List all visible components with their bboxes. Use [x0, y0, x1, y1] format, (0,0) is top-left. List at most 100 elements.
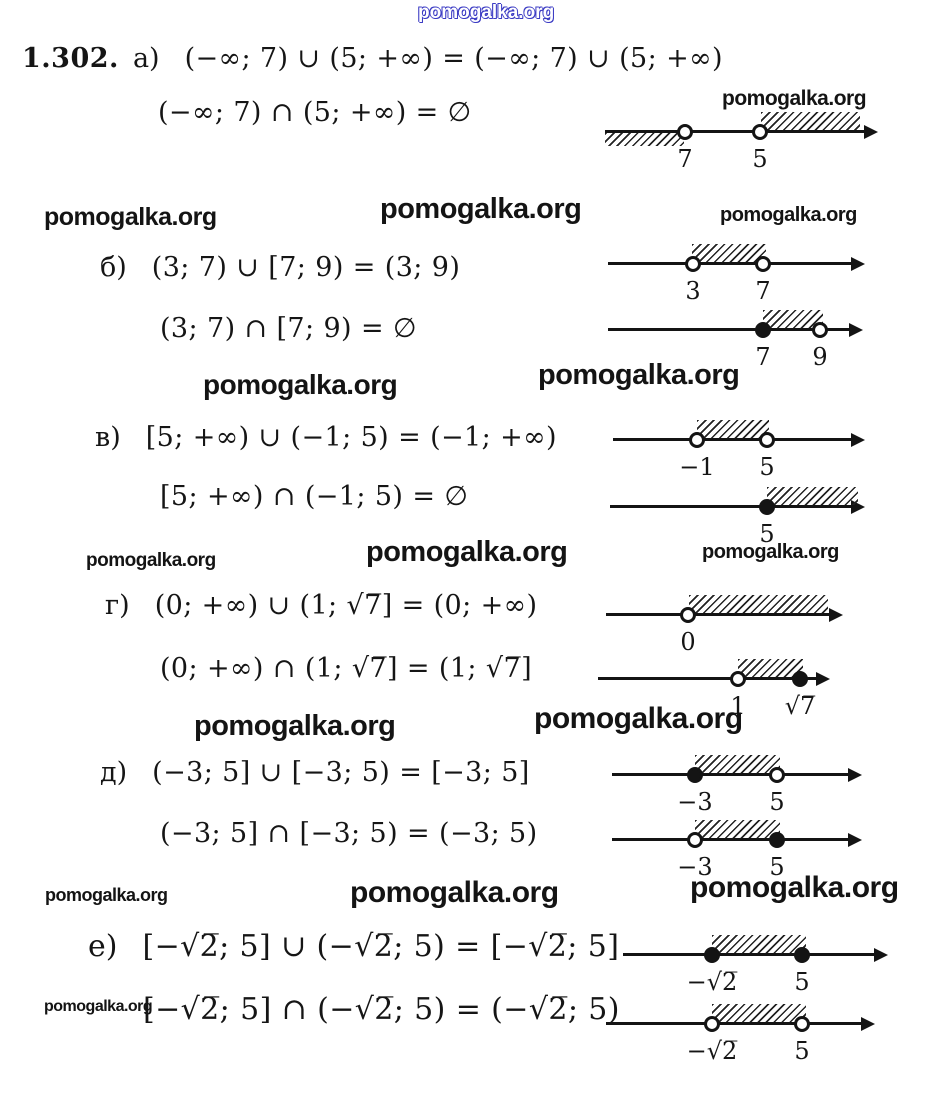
part-label-v: в): [95, 422, 121, 453]
number-line: [605, 130, 866, 133]
point-closed: [769, 831, 785, 848]
point-open: [769, 766, 785, 783]
watermark: pomogalka.org: [44, 998, 153, 1015]
equation-text: (3; 7) ∪ [7; 9) = (3; 9): [151, 252, 461, 283]
hatch-region: [767, 487, 858, 505]
hatch-region: [697, 420, 769, 438]
hatch-region: [712, 1004, 806, 1022]
point-label: −√2̅: [686, 1037, 738, 1065]
hatch-region: [712, 935, 806, 953]
equation-b-intersection: (3; 7) ∩ [7; 9) = ∅: [160, 312, 417, 346]
watermark: pomogalka.org: [203, 369, 398, 400]
number-line: [610, 505, 853, 508]
hatch-region: [605, 133, 684, 146]
part-label-b: б): [100, 252, 127, 283]
point-label: 3: [685, 277, 701, 305]
equation-d-union: д) (−3; 5] ∪ [−3; 5) = [−3; 5]: [100, 756, 530, 790]
point-open: [730, 670, 746, 687]
point-label: 5: [794, 1037, 810, 1065]
point-closed: [759, 498, 775, 515]
equation-text: [−√2̅; 5] ∪ (−√2̅; 5) = [−√2̅; 5]: [142, 929, 620, 964]
arrowhead-icon: [816, 671, 830, 686]
equation-text: (−3; 5] ∪ [−3; 5) = [−3; 5]: [152, 757, 530, 788]
point-open: [755, 255, 771, 272]
arrowhead-icon: [829, 607, 843, 622]
watermark: pomogalka.org: [534, 702, 743, 735]
watermark: pomogalka.org: [350, 876, 559, 909]
equation-text: (−∞; 7) ∪ (5; +∞) = (−∞; 7) ∪ (5; +∞): [184, 43, 723, 74]
arrowhead-icon: [851, 432, 865, 447]
equation-text: (0; +∞) ∪ (1; √7̅] = (0; +∞): [154, 590, 538, 621]
point-label: 0: [680, 628, 696, 656]
watermark-outline: pomogalka.org: [418, 2, 555, 23]
watermark: pomogalka.org: [380, 193, 582, 225]
arrowhead-icon: [851, 256, 865, 271]
point-open: [687, 831, 703, 848]
point-closed: [792, 670, 808, 687]
point-label: 5: [769, 853, 785, 881]
equation-v-union: в) [5; +∞) ∪ (−1; 5) = (−1; +∞): [95, 421, 557, 455]
point-label: −3: [677, 853, 713, 881]
point-open: [794, 1015, 810, 1032]
arrowhead-icon: [874, 947, 888, 962]
point-label: √7̅: [784, 692, 816, 720]
watermark: pomogalka.org: [538, 359, 740, 391]
watermark: pomogalka.org: [44, 203, 217, 231]
point-closed: [794, 946, 810, 963]
point-label: 7: [755, 343, 771, 371]
point-label: −√2̅: [686, 968, 738, 996]
point-open: [759, 431, 775, 448]
point-label: 5: [759, 520, 775, 548]
point-open: [812, 321, 828, 338]
arrowhead-icon: [864, 124, 878, 139]
point-open: [685, 255, 701, 272]
number-line: [606, 613, 831, 616]
equation-e-union: е) [−√2̅; 5] ∪ (−√2̅; 5) = [−√2̅; 5]: [88, 928, 619, 966]
equation-g-intersection: (0; +∞) ∩ (1; √7̅] = (1; √7̅]: [160, 652, 532, 686]
equation-text: (−3; 5] ∩ [−3; 5) = (−3; 5): [160, 818, 538, 849]
point-open: [704, 1015, 720, 1032]
equation-text: [5; +∞) ∪ (−1; 5) = (−1; +∞): [145, 422, 557, 453]
watermark: pomogalka.org: [45, 885, 168, 905]
number-line: [623, 953, 876, 956]
equation-text: (−∞; 7) ∩ (5; +∞) = ∅: [158, 97, 472, 128]
point-label: 7: [677, 145, 693, 173]
arrowhead-icon: [848, 832, 862, 847]
equation-a-union: 1.302. а) (−∞; 7) ∪ (5; +∞) = (−∞; 7) ∪ (5…: [22, 42, 723, 76]
point-label: 7: [755, 277, 771, 305]
number-line: [608, 262, 853, 265]
arrowhead-icon: [848, 767, 862, 782]
point-open: [752, 123, 768, 140]
point-open: [677, 123, 693, 140]
number-line: [612, 773, 850, 776]
part-label-a: а): [132, 43, 160, 74]
equation-e-intersection: [−√2̅; 5] ∩ (−√2̅; 5) = (−√2̅; 5): [143, 991, 620, 1029]
equation-text: (0; +∞) ∩ (1; √7̅] = (1; √7̅]: [160, 653, 533, 684]
number-line: [606, 1022, 863, 1025]
point-label: 1: [730, 692, 746, 720]
arrowhead-icon: [861, 1016, 875, 1031]
equation-b-union: б) (3; 7) ∪ [7; 9) = (3; 9): [100, 251, 460, 285]
part-label-d: д): [100, 757, 128, 788]
point-closed: [687, 766, 703, 783]
number-line: [612, 838, 850, 841]
point-label: 5: [752, 145, 768, 173]
watermark: pomogalka.org: [720, 204, 857, 226]
point-label: 9: [812, 343, 828, 371]
watermark: pomogalka.org: [722, 87, 867, 110]
arrowhead-icon: [849, 322, 863, 337]
point-label: −3: [677, 788, 713, 816]
point-open: [689, 431, 705, 448]
point-label: −1: [679, 453, 715, 481]
number-line: [608, 328, 851, 331]
equation-text: [−√2̅; 5] ∩ (−√2̅; 5) = (−√2̅; 5): [143, 992, 620, 1027]
equation-v-intersection: [5; +∞) ∩ (−1; 5) = ∅: [160, 480, 468, 514]
watermark: pomogalka.org: [690, 871, 899, 904]
watermark: pomogalka.org: [702, 541, 839, 563]
part-label-g: г): [105, 590, 130, 621]
hatch-region: [695, 755, 780, 773]
equation-text: [5; +∞) ∩ (−1; 5) = ∅: [160, 481, 469, 512]
point-label: 5: [769, 788, 785, 816]
point-label: 5: [759, 453, 775, 481]
